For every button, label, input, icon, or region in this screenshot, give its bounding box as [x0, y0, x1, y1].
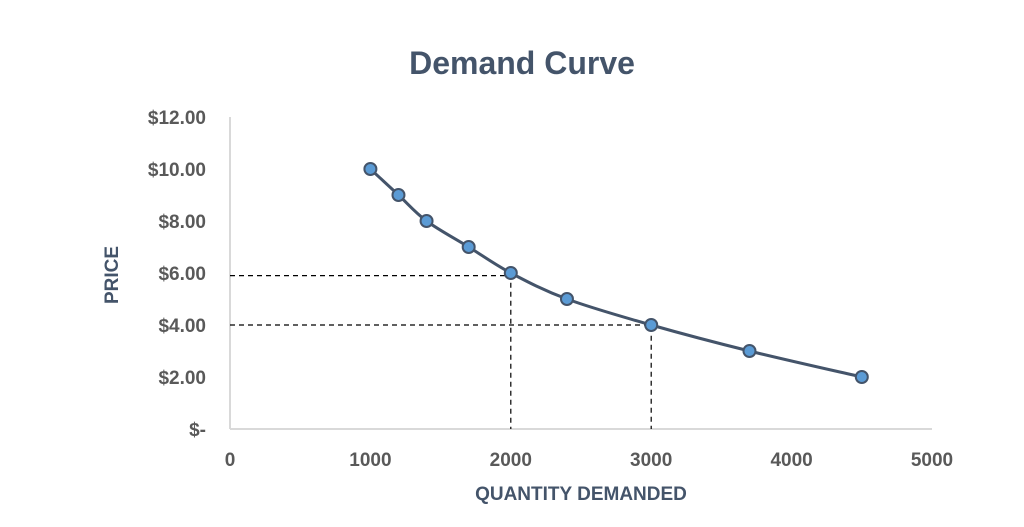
demand-curve-line: [369, 167, 863, 379]
dashed-guides: [230, 275, 652, 429]
chart-axes: [229, 117, 932, 430]
x-axis-label: QUANTITY DEMANDED: [475, 484, 687, 505]
x-tick-label: 5000: [911, 450, 953, 471]
chart-title: Demand Curve: [409, 45, 635, 81]
y-tick-label: $2.00: [158, 368, 206, 389]
y-tick-labels: $- $2.00 $4.00 $6.00 $8.00 $10.00 $12.00: [148, 108, 206, 441]
data-point: [391, 188, 406, 202]
y-tick-label: $-: [189, 420, 206, 441]
x-tick-label: 4000: [770, 450, 812, 471]
x-tick-label: 3000: [630, 450, 672, 471]
data-point: [742, 344, 757, 358]
data-point: [503, 266, 518, 280]
dashed-guide-line: [230, 275, 512, 429]
data-point: [854, 370, 869, 384]
data-point: [559, 292, 574, 306]
data-point: [644, 318, 659, 332]
data-point: [363, 162, 378, 176]
data-point: [461, 240, 476, 254]
y-axis-label: PRICE: [102, 246, 123, 304]
y-tick-label: $10.00: [148, 160, 206, 181]
y-tick-label: $12.00: [148, 108, 206, 129]
x-tick-label: 0: [225, 450, 236, 471]
x-tick-label: 2000: [490, 450, 532, 471]
dashed-guide-line: [230, 324, 652, 429]
x-tick-label: 1000: [349, 450, 391, 471]
chart-series: [363, 162, 869, 384]
y-tick-label: $6.00: [158, 264, 206, 285]
data-point: [419, 214, 434, 228]
y-tick-label: $4.00: [158, 316, 206, 337]
y-tick-label: $8.00: [158, 212, 206, 233]
x-tick-labels: 0 1000 2000 3000 4000 5000: [225, 450, 953, 471]
